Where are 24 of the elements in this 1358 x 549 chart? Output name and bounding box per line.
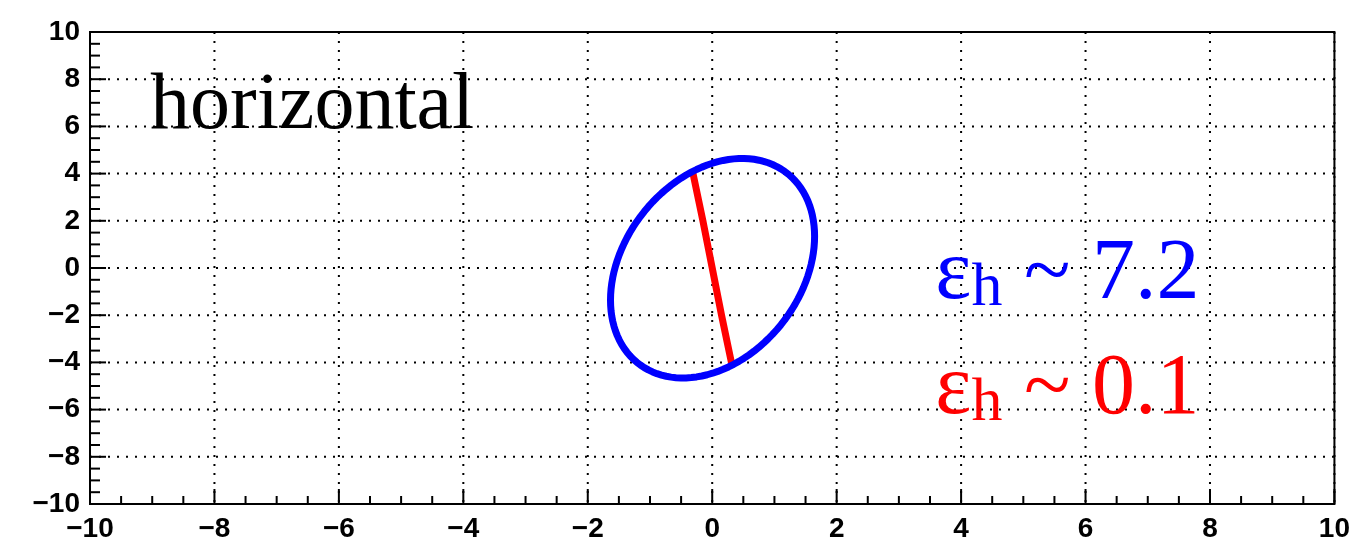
- y-tick-label: −4: [48, 345, 81, 377]
- annotation: horizontal: [150, 57, 475, 145]
- x-tick-label: 0: [704, 511, 720, 543]
- x-tick-label: 4: [953, 511, 970, 543]
- text: ε$_{h}$ ~ 0.1: [935, 336, 1200, 434]
- x-tick-label: −8: [198, 511, 231, 543]
- y-tick-label: 4: [64, 156, 81, 188]
- x-tick-label: 10: [1318, 511, 1351, 543]
- y-tick-label: 10: [48, 14, 80, 46]
- y-tick-label: −10: [32, 486, 80, 518]
- x-tick-label: 6: [1077, 511, 1094, 543]
- y-tick-label: 6: [64, 109, 80, 141]
- annotation: ε$_{h}$ ~ 7.2: [935, 221, 1200, 319]
- x-tick-label: −4: [447, 511, 480, 543]
- y-tick-label: −8: [48, 439, 80, 471]
- y-tick-label: 8: [64, 61, 80, 93]
- y-tick-label: 2: [64, 203, 80, 235]
- x-tick-label: 2: [828, 511, 845, 543]
- x-tick-label: −2: [571, 511, 604, 543]
- y-tick-label: −6: [48, 392, 80, 424]
- x-tick-label: −6: [322, 511, 355, 543]
- y-tick-label: 0: [64, 250, 80, 282]
- x-tick-label: 8: [1202, 511, 1218, 543]
- y-tick-label: −2: [48, 297, 80, 329]
